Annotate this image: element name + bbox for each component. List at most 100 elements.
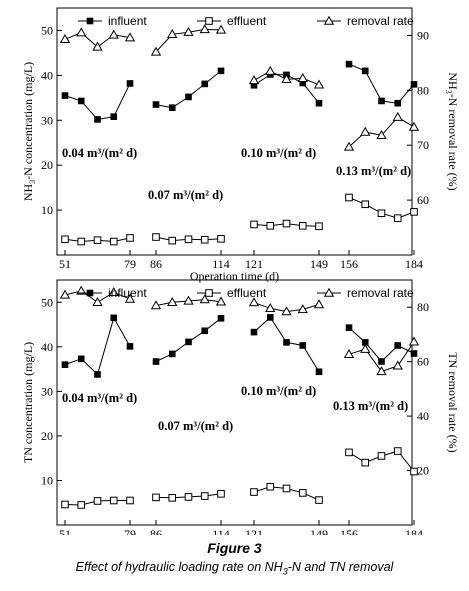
y-axis-title-left: NH3-N concentration (mg/L) — [21, 62, 37, 201]
x-tick-label: 79 — [124, 527, 136, 535]
data-point-effluent — [168, 494, 177, 502]
data-point-effluent — [109, 237, 118, 246]
y-axis-title-left: TN concentration (mg/L) — [21, 342, 35, 463]
right-tick-label: 20 — [417, 464, 429, 478]
x-tick-label: 121 — [245, 527, 263, 535]
x-tick-label: 86 — [150, 257, 162, 271]
data-point-effluent — [77, 237, 86, 246]
data-point-influent — [315, 99, 323, 107]
data-point-influent — [217, 67, 225, 75]
right-tick-label: 60 — [417, 193, 429, 207]
data-point-influent — [394, 342, 402, 349]
x-tick-label: 184 — [405, 527, 423, 535]
data-point-influent — [299, 79, 307, 87]
right-tick-label: 40 — [417, 409, 429, 423]
data-point-effluent — [393, 447, 402, 455]
legend-label: removal rate — [347, 14, 414, 28]
data-point-removal-rate — [167, 29, 178, 39]
plot-frame — [56, 279, 413, 526]
data-point-removal-rate — [124, 293, 136, 303]
data-point-removal-rate — [281, 74, 292, 84]
data-point-removal-rate — [265, 65, 276, 75]
legend-marker-influent — [86, 289, 94, 297]
legend-marker-influent — [86, 17, 94, 25]
left-tick-label: 50 — [41, 23, 53, 37]
data-point-influent — [126, 343, 134, 350]
data-point-removal-rate — [215, 296, 227, 306]
data-point-removal-rate — [248, 297, 260, 307]
data-point-influent — [110, 314, 118, 322]
data-point-effluent — [109, 496, 118, 505]
left-tick-label: 20 — [41, 158, 53, 172]
loading-rate-annotation: 0.07 m³/(m² d) — [158, 419, 233, 433]
data-point-removal-rate — [376, 366, 387, 376]
data-point-effluent — [168, 236, 177, 245]
data-point-effluent — [282, 484, 291, 493]
data-point-effluent — [266, 482, 275, 491]
y-axis-title-right: NH3-N removal rate (%) — [444, 72, 460, 190]
data-point-removal-rate — [297, 304, 308, 314]
data-point-removal-rate — [215, 24, 227, 34]
data-point-removal-rate — [265, 303, 276, 313]
left-tick-label: 40 — [41, 68, 53, 82]
data-point-removal-rate — [297, 72, 308, 82]
data-point-removal-rate — [167, 297, 178, 307]
data-point-influent — [201, 80, 209, 88]
x-tick-label: 121 — [245, 257, 263, 271]
data-point-removal-rate — [343, 349, 355, 359]
data-point-effluent — [126, 234, 134, 242]
data-point-removal-rate — [392, 111, 403, 121]
data-point-removal-rate — [313, 79, 325, 89]
legend-label: removal rate — [347, 286, 414, 300]
data-point-removal-rate — [108, 286, 119, 296]
data-point-effluent — [126, 496, 134, 505]
data-point-influent — [126, 80, 134, 87]
data-point-influent — [217, 315, 225, 322]
data-point-removal-rate — [59, 33, 71, 43]
data-point-effluent — [250, 488, 258, 496]
left-tick-label: 40 — [41, 340, 53, 354]
series-line-influent — [64, 83, 131, 120]
series-line-influent — [348, 63, 415, 104]
data-point-effluent — [393, 214, 402, 222]
legend-label: effluent — [227, 286, 267, 300]
loading-rate-annotation: 0.04 m³/(m² d) — [62, 391, 137, 405]
data-point-effluent — [61, 235, 69, 244]
data-point-influent — [361, 339, 369, 346]
data-point-effluent — [345, 448, 353, 457]
data-point-removal-rate — [92, 41, 103, 51]
data-point-effluent — [315, 496, 323, 504]
data-point-influent — [299, 342, 307, 349]
data-point-influent — [201, 327, 209, 335]
legend-marker-removal-rate — [323, 15, 335, 25]
data-point-influent — [361, 67, 369, 75]
data-point-influent — [77, 97, 85, 105]
right-tick-label: 80 — [417, 83, 429, 97]
data-point-effluent — [315, 222, 323, 231]
data-point-effluent — [61, 500, 69, 509]
data-point-influent — [315, 368, 323, 376]
data-point-influent — [250, 328, 258, 336]
data-point-effluent — [377, 452, 386, 460]
x-tick-label: 184 — [405, 257, 423, 271]
data-point-effluent — [200, 235, 209, 244]
data-point-removal-rate — [313, 299, 325, 309]
data-point-influent — [410, 81, 418, 88]
data-point-influent — [345, 324, 353, 331]
data-point-influent — [152, 101, 160, 108]
loading-rate-annotation: 0.13 m³/(m² d) — [333, 399, 408, 413]
data-point-effluent — [184, 493, 193, 501]
data-point-influent — [185, 338, 192, 346]
x-axis-title: Operation time (d) — [190, 269, 279, 283]
data-point-effluent — [345, 193, 353, 202]
x-tick-label: 51 — [59, 257, 71, 271]
x-tick-label: 86 — [150, 527, 162, 535]
data-point-influent — [94, 371, 101, 378]
data-point-effluent — [298, 222, 307, 230]
data-point-removal-rate — [281, 306, 292, 316]
x-tick-label: 79 — [124, 257, 136, 271]
x-tick-label: 114 — [212, 527, 230, 535]
data-point-effluent — [93, 236, 102, 244]
x-tick-label: 156 — [340, 527, 358, 535]
data-point-removal-rate — [150, 46, 162, 56]
